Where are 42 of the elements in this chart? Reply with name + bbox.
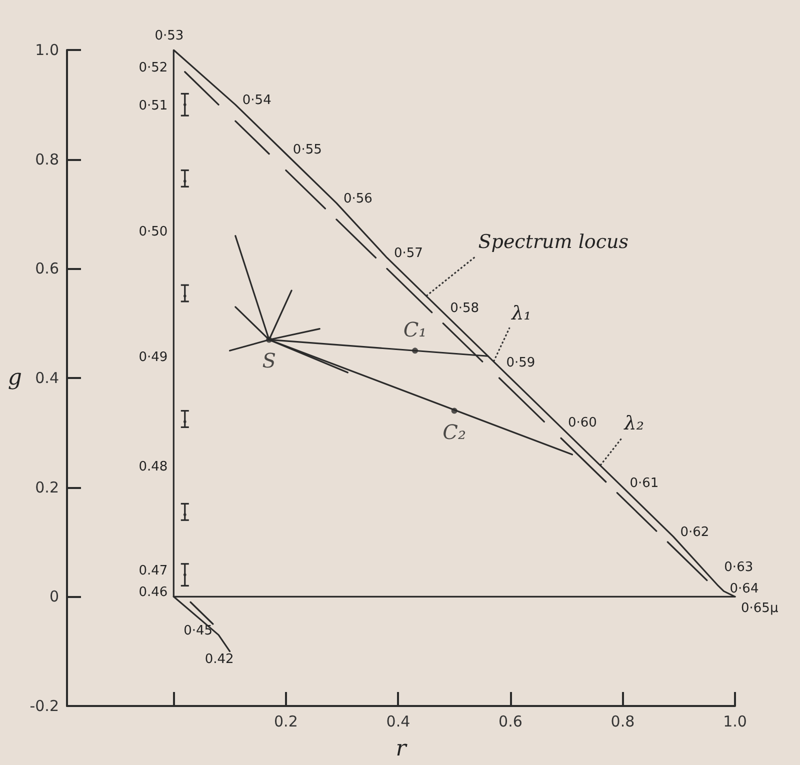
x-tick-label: 0.8 — [610, 712, 635, 730]
annotation: 0·50 — [138, 224, 168, 240]
annotation: 0·64 — [730, 582, 759, 597]
annotation: 0·56 — [343, 192, 372, 207]
x-axis-title: r — [396, 736, 408, 762]
y-tick-label: 0.6 — [35, 260, 59, 278]
y-tick-label: 0.4 — [35, 369, 59, 387]
series-label: C₂ — [442, 420, 466, 444]
annotation: 0·45 — [184, 623, 213, 638]
annotation: 0·49 — [138, 350, 168, 366]
x-tick-label: 0.4 — [386, 712, 410, 730]
annotation: 0·54 — [242, 93, 272, 108]
annotation: 0·55 — [292, 142, 322, 158]
annotation: 0·63 — [724, 560, 754, 576]
x-tick-label: 0.6 — [498, 712, 522, 730]
annotation: 0·58 — [450, 300, 480, 316]
y-tick-label: 0.2 — [35, 478, 59, 496]
series-label: S — [262, 348, 276, 373]
x-tick-label: 1.0 — [723, 712, 747, 730]
annotation: 0.47 — [138, 563, 168, 578]
annotation: 0.48 — [138, 459, 168, 474]
x-tick-label: 0.2 — [274, 712, 298, 730]
annotation: 0·59 — [506, 356, 536, 371]
annotation: 0·52 — [138, 60, 168, 76]
annotation: λ₂ — [623, 412, 644, 434]
y-tick-label: 1.0 — [35, 41, 59, 59]
annotation: 0·53 — [154, 28, 184, 44]
annotation: 0·51 — [138, 98, 168, 114]
annotation: 0·65μ — [741, 601, 778, 616]
y-tick-label: 0 — [49, 588, 59, 606]
annotation: Spectrum locus — [478, 231, 629, 253]
annotation: 0·57 — [394, 246, 423, 262]
y-axis-title: g — [8, 366, 22, 390]
annotation: 0·62 — [680, 525, 710, 540]
y-tick-label: -0.2 — [30, 697, 59, 715]
annotation: 0·61 — [630, 476, 659, 491]
annotation: 0.46 — [138, 585, 168, 600]
annotation: λ₁ — [510, 302, 532, 325]
y-tick-label: 0.8 — [35, 150, 59, 168]
annotation: 0·60 — [568, 416, 597, 431]
series-label: C₁ — [403, 318, 427, 342]
annotation: 0.42 — [204, 652, 234, 667]
